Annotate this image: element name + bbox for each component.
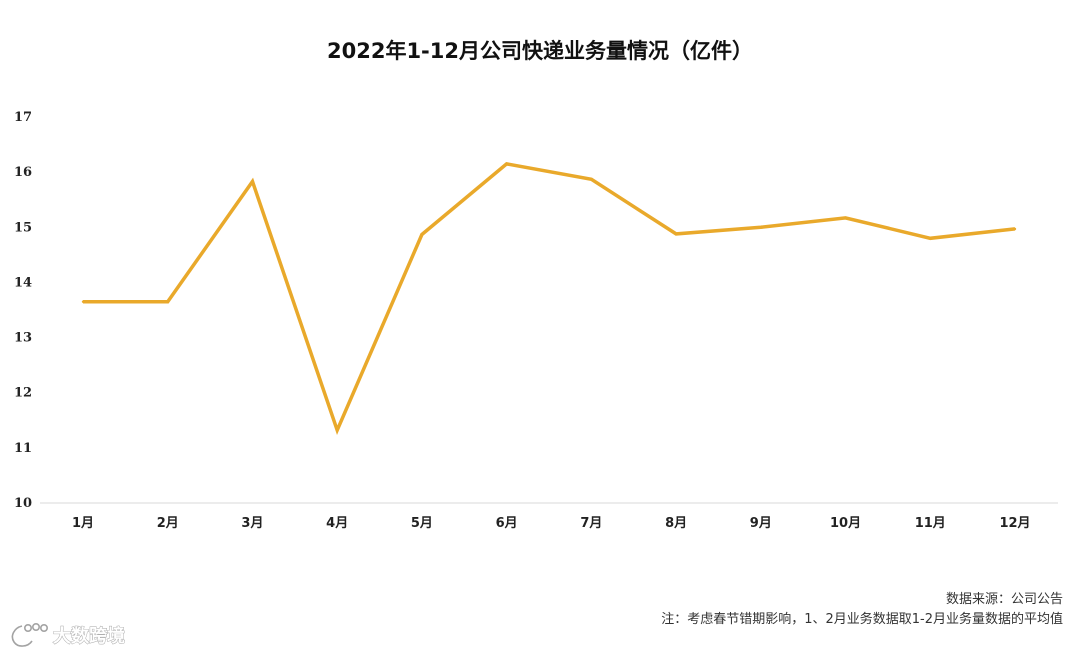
x-tick-label: 9月 (750, 516, 772, 531)
y-tick-label: 17 (14, 110, 32, 125)
x-tick-label: 5月 (411, 516, 433, 531)
x-tick-label: 1月 (72, 516, 94, 531)
x-tick-label: 11月 (915, 516, 946, 531)
chart-title: 2022年1-12月公司快递业务量情况（亿件） (327, 39, 753, 63)
x-tick-label: 3月 (241, 516, 263, 531)
x-tick-label: 2月 (157, 516, 179, 531)
watermark-text: 大数跨境 (53, 625, 125, 647)
y-tick-label: 14 (14, 275, 32, 290)
data-point (166, 300, 169, 303)
footnote: 注：考虑春节错期影响，1、2月业务数据取1-2月业务量数据的平均值 (661, 611, 1063, 627)
data-point (81, 300, 85, 303)
x-tick-label: 10月 (830, 516, 861, 531)
x-tick-label: 4月 (326, 516, 348, 531)
x-tick-label: 6月 (496, 516, 518, 531)
y-tick-label: 10 (14, 496, 32, 511)
watermark: 大数跨境 (11, 622, 125, 647)
x-axis: 1月 2月 3月 4月 5月 6月 7月 8月 9月 10月 11月 12月 (72, 516, 1031, 531)
data-point (759, 226, 763, 229)
watermark-logo-icon (11, 622, 48, 647)
data-point (674, 232, 678, 236)
data-point (505, 162, 508, 166)
x-tick-label: 7月 (580, 516, 602, 531)
y-tick-label: 13 (14, 331, 32, 346)
data-point (929, 237, 932, 240)
data-point (251, 180, 254, 183)
data-point (590, 178, 593, 181)
y-tick-label: 12 (14, 386, 32, 401)
y-tick-label: 16 (14, 165, 32, 180)
y-axis: 10 11 12 13 14 15 16 17 (14, 110, 32, 511)
x-tick-label: 12月 (999, 516, 1030, 531)
data-point (844, 216, 847, 220)
source-note: 数据来源：公司公告 (946, 592, 1063, 607)
data-point (1013, 227, 1017, 231)
series-group (81, 162, 1017, 436)
y-tick-label: 15 (14, 220, 32, 235)
data-point (335, 429, 339, 432)
y-tick-label: 11 (14, 441, 32, 456)
data-point (420, 233, 424, 236)
x-tick-label: 8月 (665, 516, 687, 531)
series-line (83, 162, 1016, 436)
